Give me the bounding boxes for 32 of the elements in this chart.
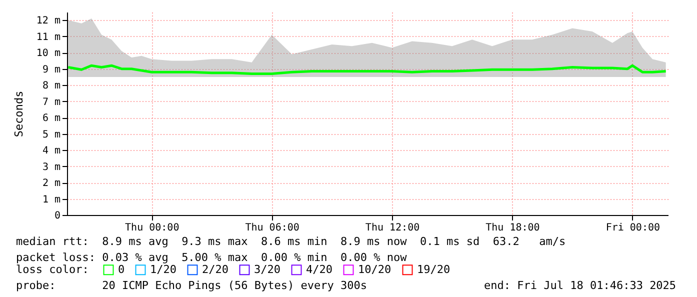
text: packet loss: 0.03 % avg 5.00 % max 0.00 % min 0.00 % now (16, 251, 407, 264)
y-tick-label: 8 m (42, 80, 60, 92)
y-tick-label: 12 m (36, 16, 60, 27)
y-tick-label: 5 m (42, 129, 60, 140)
y-tick-label: 10 m (36, 48, 60, 60)
y-axis-title: Seconds (12, 90, 26, 138)
x-tick-label: Thu 00:00 (125, 222, 180, 234)
x-tick-label: Thu 18:00 (486, 222, 540, 234)
text: median rtt: 8.9 ms avg 9.3 ms max 8.6 ms min 8.9 ms now 0.1 ms sd 63.2 am/s (16, 235, 566, 248)
x-tick-label: Fri 00:00 (606, 222, 660, 234)
legend-label: 2/20 (202, 262, 228, 276)
y-tick-label: 1 m (42, 194, 60, 206)
legend-label: 4/20 (306, 262, 332, 276)
x-tick-label: Thu 06:00 (245, 222, 300, 234)
y-tick-label: 7 m (42, 96, 60, 108)
line-series (66, 64, 668, 75)
y-tick-label: 4 m (42, 146, 60, 157)
y-tick-label: 11 m (36, 32, 60, 43)
legend-label: 3/20 (254, 262, 280, 276)
legend-label: 19/20 (417, 262, 450, 276)
legend-label: 10/20 (358, 262, 392, 276)
y-tick-label: 9 m (42, 64, 60, 76)
y-tick-label: 0 (54, 210, 60, 222)
y-tick-label: 6 m (42, 113, 60, 124)
legend-label: 1/20 (150, 262, 176, 276)
legend-label: 0 (118, 262, 125, 276)
x-tick-label: Thu 12:00 (365, 222, 420, 234)
legend-title: loss color: (16, 263, 89, 276)
y-tick-label: 2 m (42, 178, 60, 190)
text: probe: 20 ICMP Echo Pings (56 Bytes) every 300s (16, 279, 367, 292)
text: end: Fri Jul 18 01:46:33 2025 (484, 279, 676, 292)
y-tick-label: 3 m (42, 162, 60, 173)
